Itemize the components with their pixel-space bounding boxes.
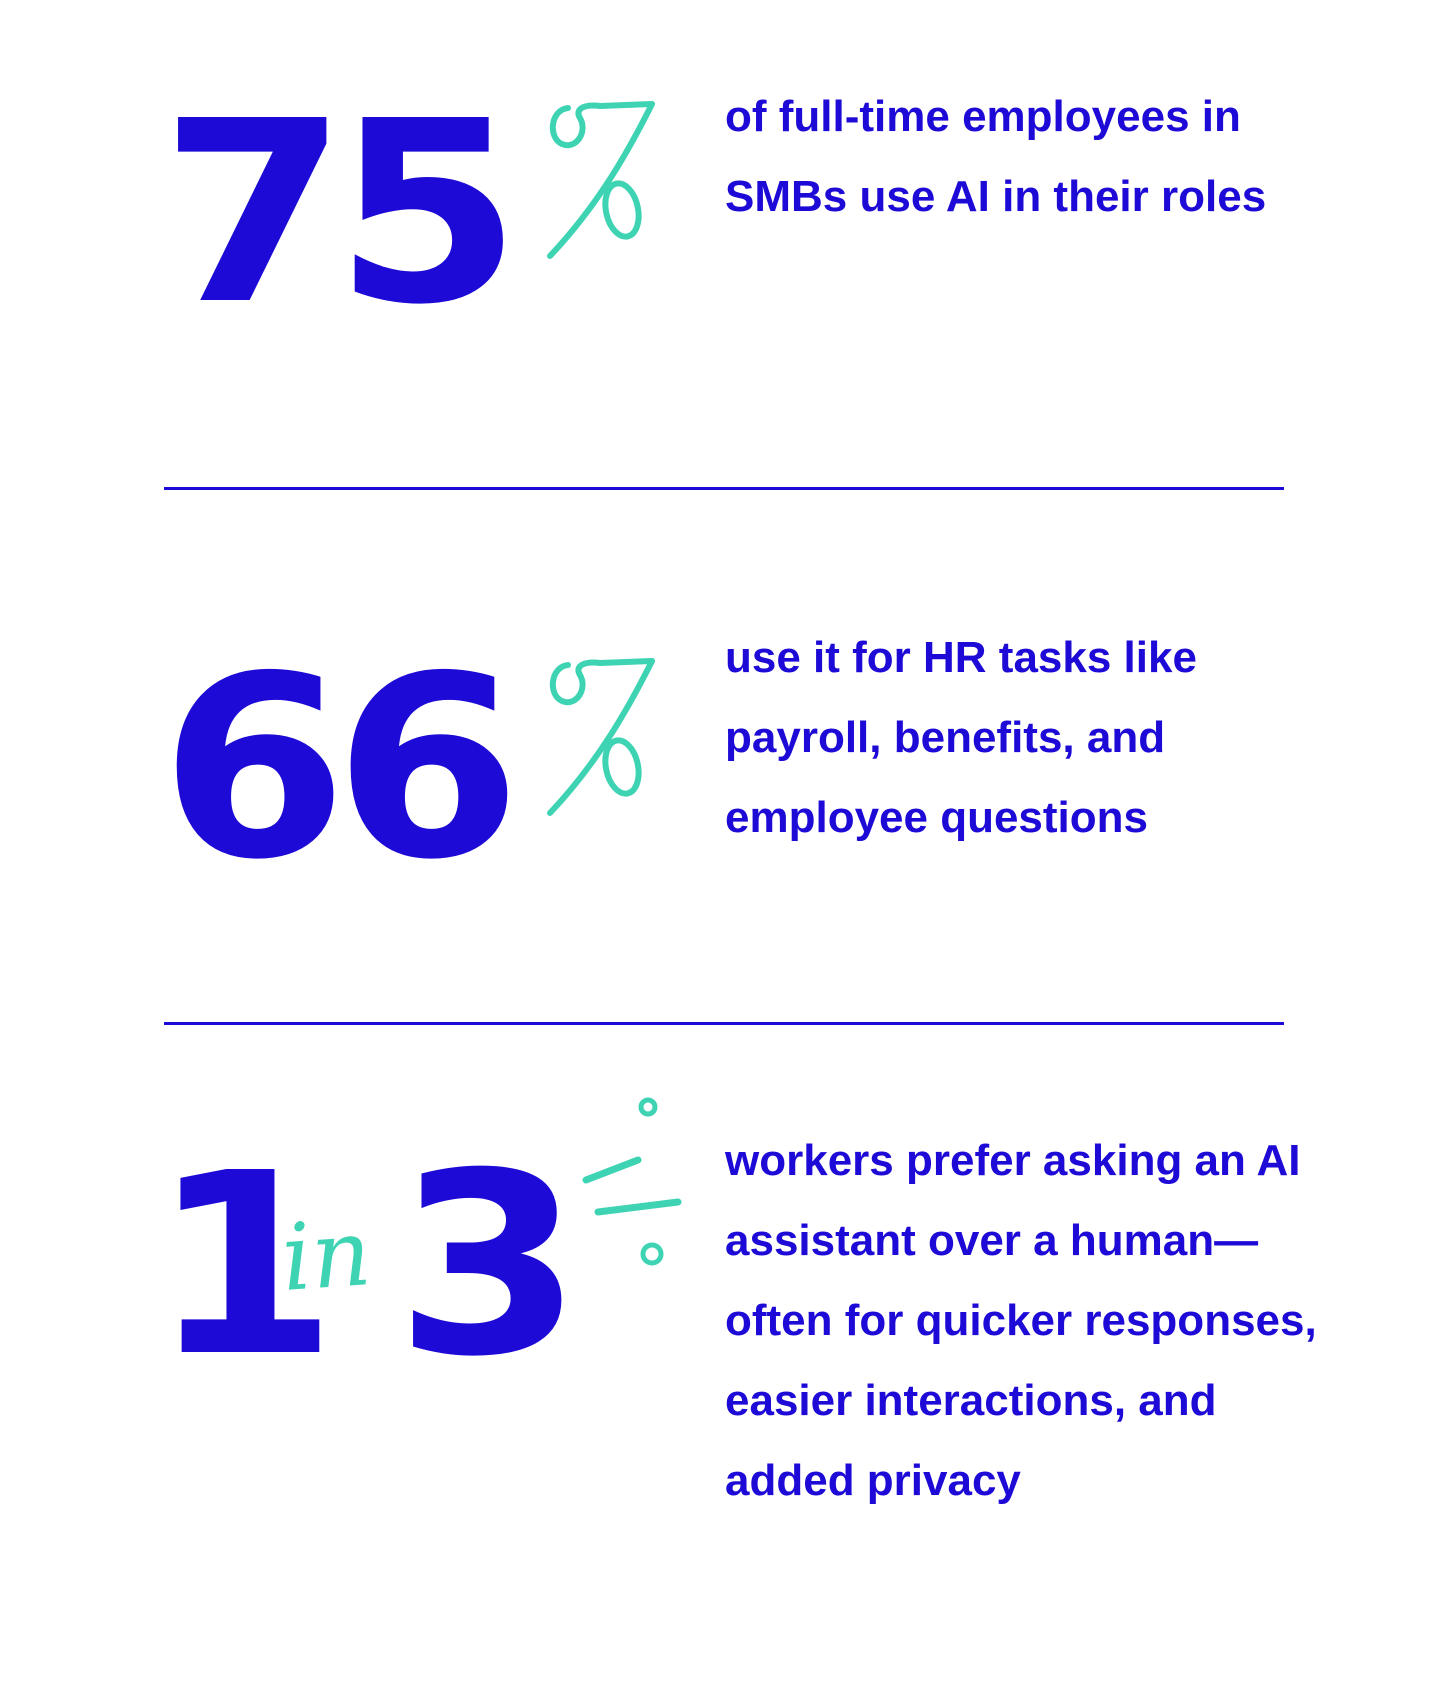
- stat-figure-1: 1: [150, 1118, 338, 1412]
- stat-figure-3: 3: [395, 1118, 583, 1412]
- stat-figure-75: 75: [160, 66, 522, 360]
- stat-description-66: use it for HR tasks like payroll, benefi…: [725, 633, 1197, 842]
- stat-description-75: of full-time employees in SMBs use AI in…: [725, 92, 1267, 221]
- stat-connector-in: in: [278, 1199, 375, 1312]
- handwritten-fraction-icon: [582, 1097, 682, 1266]
- handwritten-percent-icon: [547, 658, 655, 816]
- stat-description-1in3: workers prefer asking an AI assistant ov…: [725, 1136, 1317, 1505]
- stat-figure-66: 66: [160, 621, 522, 915]
- divider-2: [164, 1022, 1284, 1025]
- divider-1: [164, 487, 1284, 490]
- handwritten-percent-icon: [547, 101, 655, 259]
